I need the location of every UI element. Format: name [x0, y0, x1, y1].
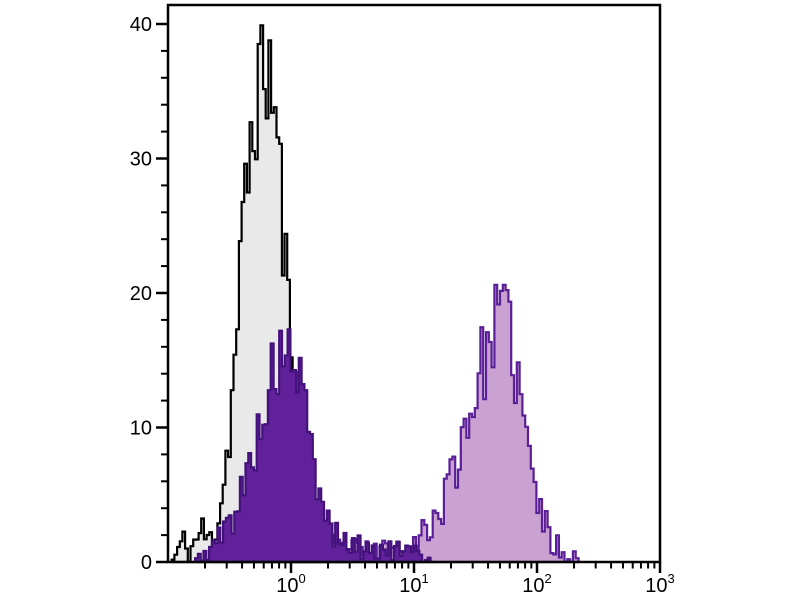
y-tick-label: 20 — [130, 283, 152, 305]
histogram-series — [170, 24, 582, 564]
y-tick-label: 40 — [130, 14, 152, 36]
x-tick-label: 100 — [276, 571, 305, 597]
y-tick-label: 10 — [130, 418, 152, 440]
y-tick-label: 30 — [130, 149, 152, 171]
y-tick-label: 0 — [141, 552, 152, 574]
x-tick-label: 102 — [522, 571, 551, 597]
x-tick-label: 101 — [399, 571, 428, 597]
x-tick-label: 103 — [645, 571, 674, 597]
y-axis: 0 10 20 30 40 — [130, 14, 168, 574]
series-filled-dark-purple-histogram — [194, 328, 437, 564]
x-axis: 100 101 102 103 — [204, 562, 675, 597]
